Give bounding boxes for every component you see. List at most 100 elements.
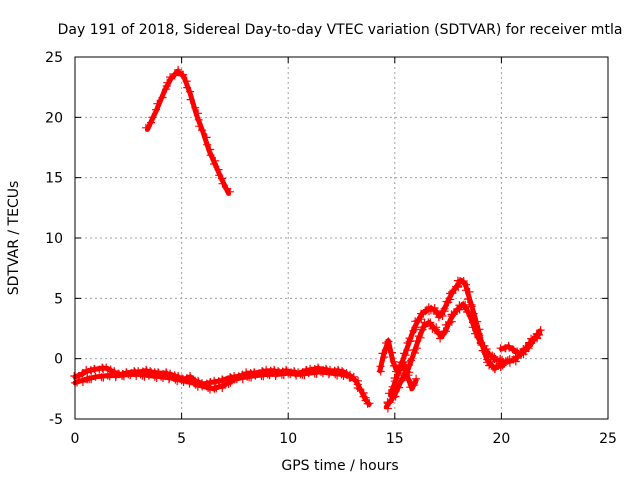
data-point — [405, 334, 414, 343]
data-point — [165, 374, 174, 382]
data-point — [517, 348, 526, 357]
data-point — [404, 376, 413, 384]
data-point — [384, 345, 393, 353]
data-point — [325, 369, 334, 378]
x-axis-label: GPS time / hours — [281, 458, 398, 474]
data-point — [284, 369, 293, 378]
data-point — [395, 383, 404, 392]
data-point — [238, 375, 247, 384]
data-point — [119, 372, 128, 381]
data-point — [226, 378, 235, 387]
x-tick-label: 5 — [177, 431, 186, 447]
data-point — [401, 351, 410, 360]
data-point — [467, 302, 476, 311]
data-point — [412, 374, 421, 383]
data-point — [513, 347, 522, 356]
data-series — [70, 65, 545, 413]
data-point — [382, 346, 391, 355]
data-point — [247, 373, 256, 382]
data-point — [384, 337, 393, 346]
data-point — [528, 335, 537, 344]
data-point — [398, 359, 407, 368]
series-track — [496, 326, 545, 358]
data-point — [218, 179, 227, 188]
data-point — [102, 363, 111, 372]
data-point — [412, 344, 421, 353]
data-point — [463, 295, 472, 304]
data-point — [179, 378, 188, 386]
data-point — [449, 310, 458, 319]
data-point — [448, 287, 457, 296]
data-point — [394, 370, 403, 379]
series-track — [376, 276, 507, 376]
data-point — [99, 373, 108, 382]
data-point — [210, 160, 219, 168]
data-point — [191, 103, 200, 112]
data-point — [157, 372, 166, 381]
chart-title: Day 191 of 2018, Sidereal Day-to-day VTE… — [58, 22, 623, 38]
data-point — [385, 398, 394, 407]
data-point — [388, 382, 397, 391]
y-tick-label: -5 — [49, 412, 63, 428]
x-tick-label: 0 — [71, 431, 80, 447]
series-track — [71, 367, 358, 394]
data-point — [292, 371, 301, 380]
data-point — [144, 371, 153, 380]
y-tick-label: 25 — [45, 50, 63, 66]
series-line — [377, 277, 506, 374]
data-point — [407, 356, 416, 365]
data-point — [536, 326, 545, 335]
y-tick-label: 5 — [54, 291, 63, 307]
data-point — [166, 73, 175, 82]
y-tick-label: 20 — [45, 110, 63, 126]
data-point — [279, 371, 288, 380]
data-point — [202, 133, 211, 142]
data-point — [204, 384, 213, 392]
data-point — [442, 297, 451, 306]
data-point — [198, 382, 207, 391]
data-point — [177, 376, 186, 385]
data-point — [403, 346, 412, 355]
data-point — [186, 95, 195, 104]
data-point — [141, 123, 150, 132]
data-point — [505, 343, 514, 352]
data-point — [436, 334, 445, 343]
data-point — [406, 383, 415, 392]
data-point — [265, 371, 274, 380]
data-point — [224, 380, 233, 388]
data-point — [173, 377, 182, 386]
data-point — [337, 370, 346, 379]
data-point — [152, 105, 160, 114]
data-point — [461, 286, 470, 295]
data-point — [533, 330, 542, 339]
x-tick-label: 10 — [279, 431, 297, 447]
data-point — [189, 378, 198, 387]
data-point — [461, 303, 470, 312]
data-point — [259, 372, 268, 381]
data-point — [465, 287, 474, 296]
data-point — [355, 385, 364, 394]
x-tick-label: 20 — [492, 431, 510, 447]
data-point — [191, 380, 200, 389]
data-point — [286, 370, 295, 379]
data-point — [78, 378, 87, 386]
data-point — [158, 93, 167, 102]
data-point — [389, 361, 398, 370]
data-point — [432, 308, 441, 317]
data-point — [508, 345, 517, 354]
grid-lines — [75, 57, 608, 419]
data-point — [211, 378, 220, 387]
data-point — [363, 399, 372, 408]
data-point — [349, 372, 358, 381]
data-point — [384, 389, 393, 398]
data-point — [186, 87, 195, 96]
data-point — [478, 346, 487, 355]
data-point — [466, 312, 475, 320]
data-point — [300, 371, 309, 380]
data-point — [198, 126, 207, 135]
data-point — [203, 140, 212, 149]
data-point — [345, 373, 354, 382]
data-point — [163, 78, 172, 87]
data-point — [126, 371, 135, 380]
